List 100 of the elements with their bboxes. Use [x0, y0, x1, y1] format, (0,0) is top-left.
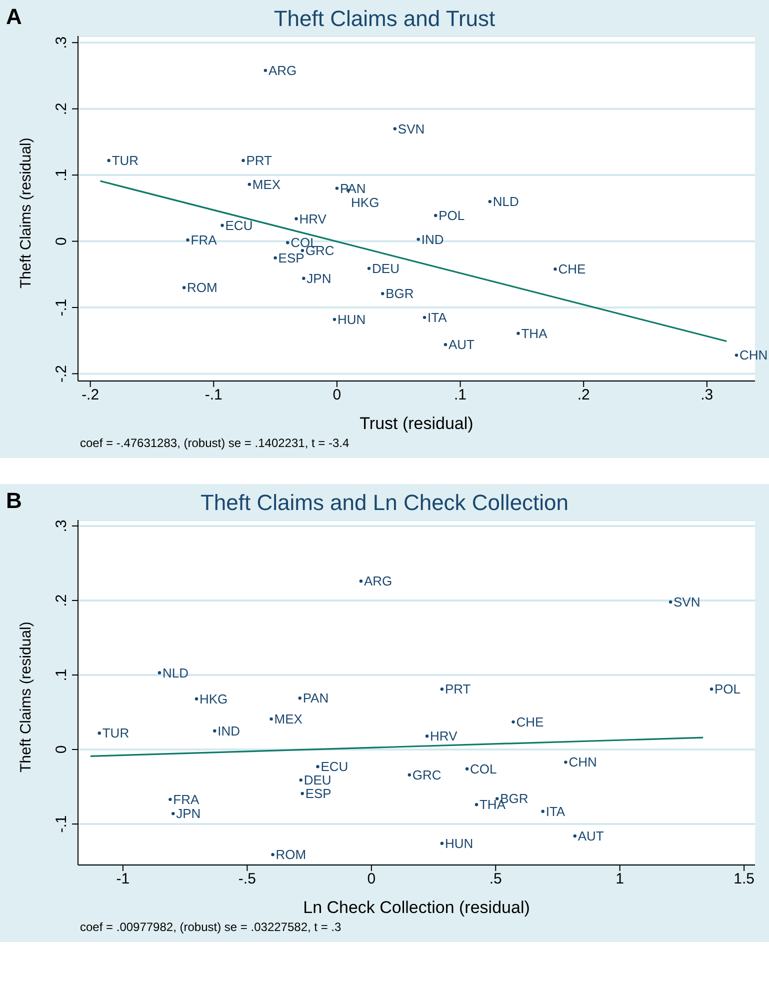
data-label: THA: [521, 326, 548, 341]
data-label: IND: [218, 723, 240, 738]
point: [271, 852, 274, 856]
data-label: NLD: [492, 194, 519, 210]
data-label: CHN: [568, 754, 597, 770]
point: [440, 842, 444, 845]
point: [213, 729, 216, 732]
y-tick-label: .1: [53, 168, 70, 182]
point: [440, 688, 444, 691]
point: [488, 200, 492, 204]
data-label: POL: [714, 682, 741, 697]
data-label: MEX: [274, 712, 303, 727]
point: [422, 316, 426, 320]
point: [668, 600, 672, 604]
point: [564, 760, 568, 764]
point: [516, 332, 520, 335]
data-label: JPN: [306, 270, 332, 286]
point: [710, 688, 714, 691]
data-label: ECU: [225, 218, 253, 233]
x-tick-label: -.5: [238, 870, 256, 888]
x-tick-label: 1.5: [734, 870, 754, 888]
data-label: HUN: [337, 312, 366, 327]
point: [380, 292, 384, 296]
x-tick-label: .5: [489, 870, 502, 888]
point: [270, 717, 273, 721]
data-label: GRC: [412, 767, 442, 782]
data-label: DEU: [372, 260, 400, 276]
point: [416, 238, 420, 241]
data-label: HKG: [200, 691, 228, 706]
data-label: ARG: [268, 62, 297, 78]
data-label: AUT: [578, 828, 604, 844]
point: [186, 238, 190, 242]
x-tick-label: 1: [616, 870, 624, 888]
point: [335, 186, 339, 190]
x-tick-label: .1: [454, 386, 467, 404]
y-tick-label: .3: [53, 36, 70, 49]
point: [359, 580, 363, 583]
data-label: HRV: [430, 728, 458, 744]
data-label: PAN: [340, 180, 366, 196]
text: A: [6, 4, 22, 30]
point: [444, 342, 448, 346]
point: [332, 318, 336, 322]
data-label: DEU: [304, 772, 332, 788]
data-label: SVN: [398, 121, 425, 136]
point: [541, 810, 544, 813]
data-label: COL: [470, 761, 497, 776]
point: [316, 765, 320, 768]
x-tick-label: 0: [332, 386, 342, 404]
point: [512, 720, 515, 724]
x-tick-label: .3: [700, 386, 714, 404]
data-label: ESP: [305, 786, 332, 802]
data-label: CHN: [740, 348, 768, 363]
point: [408, 773, 412, 776]
y-tick-label: -.1: [53, 815, 70, 833]
data-label: ROM: [187, 280, 218, 296]
y-tick-label: .2: [53, 102, 70, 116]
point: [573, 834, 576, 838]
data-label: HRV: [299, 211, 327, 226]
y-tick-label: -.1: [53, 298, 70, 316]
point: [393, 127, 397, 130]
y-tick-label: .3: [53, 520, 70, 532]
point: [168, 798, 172, 802]
data-label: CHE: [558, 262, 586, 277]
point: [248, 182, 252, 186]
y-tick-label: .2: [53, 594, 70, 607]
data-label: ROM: [276, 847, 306, 862]
point: [474, 803, 478, 806]
x-tick-label: 0: [367, 870, 376, 888]
data-label: MEX: [252, 176, 281, 192]
text: coef = .00977982, (robust) se = .03227582, t = .3: [80, 920, 342, 934]
data-label: TUR: [112, 153, 139, 168]
data-label: ARG: [364, 574, 392, 589]
data-label: PRT: [444, 682, 471, 697]
data-label: ESP: [278, 250, 304, 266]
point: [298, 696, 302, 700]
point: [172, 812, 175, 816]
y-tick-label: 0: [53, 745, 70, 754]
data-label: PRT: [246, 153, 272, 168]
data-label: PAN: [302, 690, 329, 706]
x-tick-label: -.1: [204, 386, 222, 404]
data-label: BGR: [386, 286, 414, 302]
x-axis-title: Trust (residual): [360, 414, 474, 433]
data-label: ITA: [546, 804, 566, 819]
data-label: TUR: [102, 726, 130, 741]
data-label: IND: [421, 232, 444, 247]
point: [554, 267, 557, 271]
data-label: HUN: [444, 836, 474, 851]
point: [425, 734, 429, 738]
y-axis-title: Theft Claims (residual): [17, 622, 34, 772]
data-label: ECU: [320, 759, 348, 774]
point: [299, 778, 302, 782]
point: [434, 214, 438, 218]
point: [274, 256, 277, 260]
point: [194, 697, 198, 700]
x-tick-label: -.2: [82, 386, 100, 404]
point: [734, 354, 738, 357]
chart-title: Theft Claims and Trust: [274, 6, 496, 31]
point: [300, 248, 304, 252]
point: [220, 224, 224, 227]
y-tick-label: 0: [53, 237, 70, 246]
